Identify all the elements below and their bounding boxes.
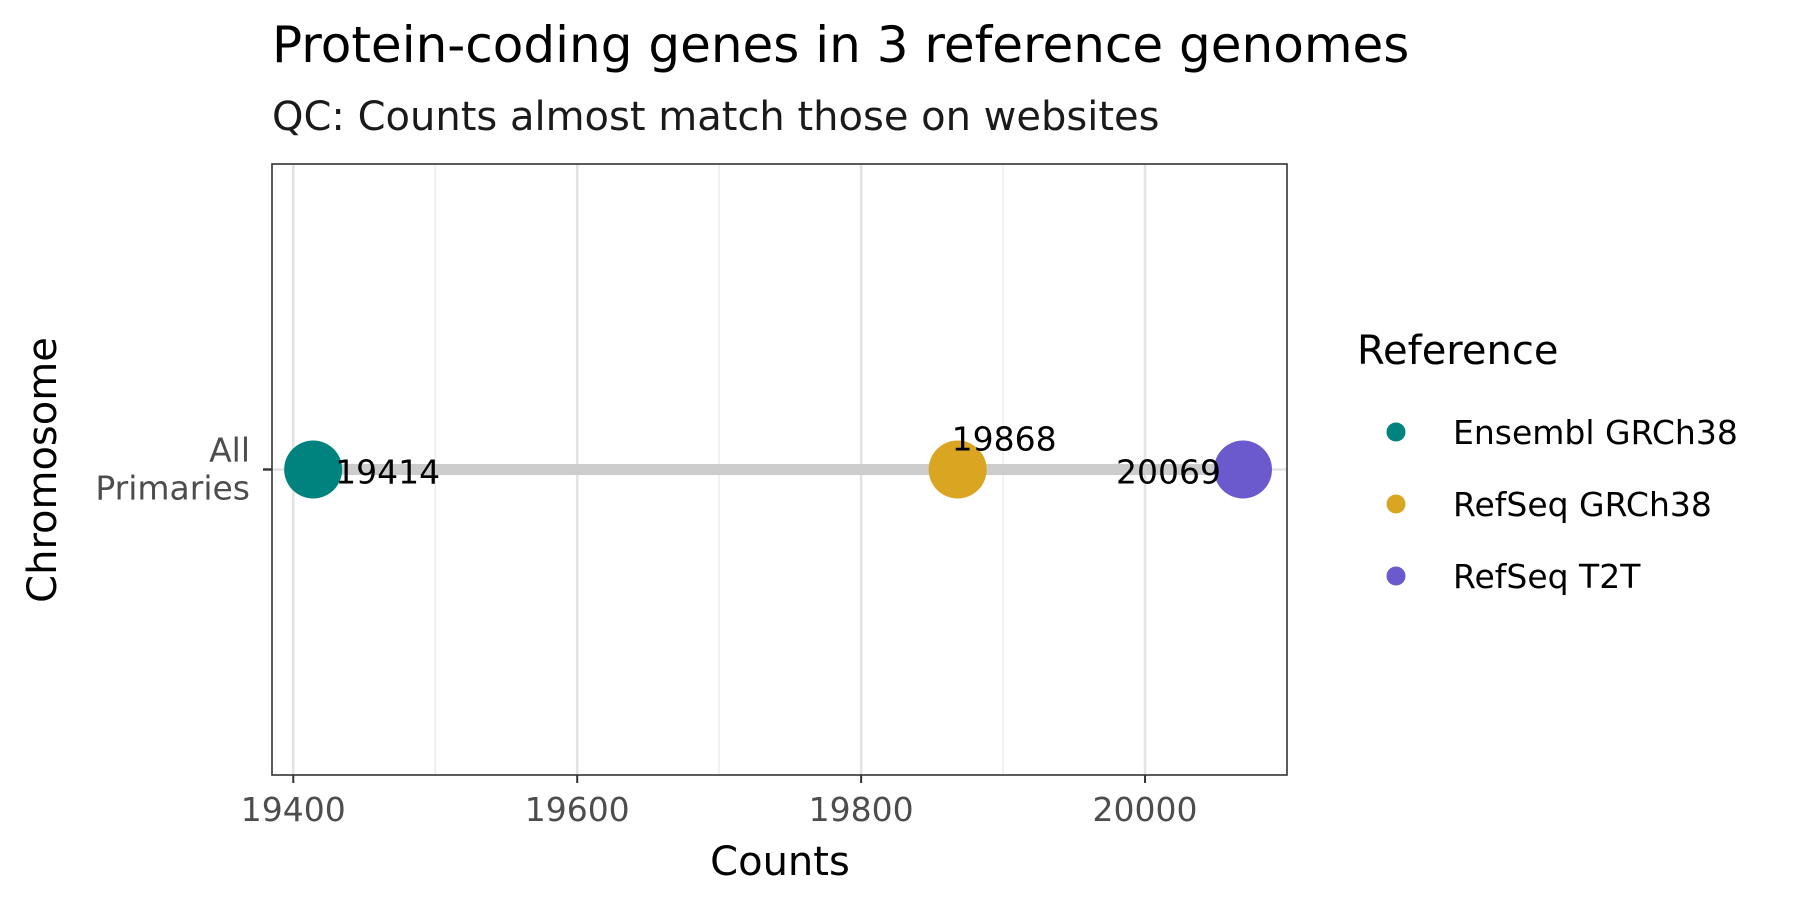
x-tick-label: 19400 bbox=[241, 790, 346, 829]
y-axis: All Primaries bbox=[95, 431, 272, 508]
data-label: 20069 bbox=[1116, 453, 1221, 492]
x-axis: 19400 19600 19800 20000 bbox=[241, 775, 1198, 829]
legend-label: RefSeq GRCh38 bbox=[1453, 485, 1712, 524]
data-point bbox=[928, 440, 987, 499]
legend-key bbox=[1386, 494, 1406, 514]
x-tick-label: 19800 bbox=[809, 790, 914, 829]
data-label: 19868 bbox=[952, 420, 1057, 459]
x-axis-label: Counts bbox=[710, 839, 850, 885]
data-labels: 19414 19868 20069 bbox=[335, 420, 1221, 492]
x-tick-label: 19600 bbox=[525, 790, 630, 829]
legend: Reference Ensembl GRCh38 RefSeq GRCh38 Ref… bbox=[1357, 328, 1738, 596]
points bbox=[284, 440, 1272, 499]
chart-title: Protein-coding genes in 3 reference geno… bbox=[272, 16, 1409, 74]
data-point bbox=[1213, 440, 1272, 499]
legend-key bbox=[1386, 422, 1406, 442]
data-label: 19414 bbox=[335, 453, 440, 492]
chart-subtitle: QC: Counts almost match those on website… bbox=[272, 94, 1159, 140]
data-point bbox=[284, 440, 343, 499]
y-axis-label: Chromosome bbox=[20, 337, 66, 603]
legend-key bbox=[1386, 566, 1406, 586]
x-tick-label: 20000 bbox=[1093, 790, 1198, 829]
legend-label: RefSeq T2T bbox=[1453, 557, 1641, 596]
legend-items: Ensembl GRCh38 RefSeq GRCh38 RefSeq T2T bbox=[1386, 413, 1738, 596]
legend-label: Ensembl GRCh38 bbox=[1453, 413, 1738, 452]
y-tick-label: All Primaries bbox=[95, 431, 250, 508]
legend-title: Reference bbox=[1357, 328, 1558, 374]
